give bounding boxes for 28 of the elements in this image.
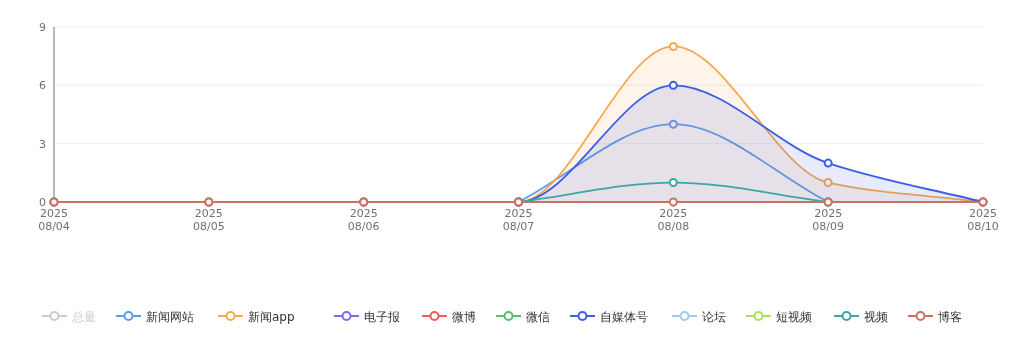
point — [823, 178, 833, 188]
y-tick-label: 6 — [39, 79, 46, 93]
legend-label: 微信 — [526, 309, 550, 324]
x-tick-label: 2025 08/04 — [38, 207, 70, 233]
point — [668, 119, 678, 129]
legend-label: 论坛 — [702, 309, 726, 324]
y-tick-label: 3 — [39, 137, 46, 151]
point — [668, 41, 678, 51]
x-tick-label: 2025 08/09 — [812, 207, 845, 233]
point — [823, 158, 833, 168]
y-tick-label: 9 — [39, 21, 46, 34]
x-tick-label: 2025 08/05 — [192, 207, 225, 233]
x-tick-label: 2025 08/07 — [502, 207, 535, 233]
y-tick-label: 0 — [39, 196, 46, 209]
legend-label: 新闻网站 — [146, 309, 194, 324]
point — [668, 197, 678, 207]
point — [668, 80, 678, 90]
x-tick-label: 2025 08/10 — [967, 207, 999, 233]
legend-label: 微博 — [452, 309, 476, 324]
x-tick-label: 2025 08/06 — [347, 207, 380, 233]
legend-label: 新闻app — [248, 309, 295, 324]
point — [668, 178, 678, 188]
legend-label: 短视频 — [776, 309, 812, 324]
legend-label: 电子报 — [364, 309, 400, 324]
legend-label: 自媒体号 — [600, 309, 648, 324]
x-tick-label: 2025 08/08 — [657, 207, 690, 233]
legend-label: 博客 — [938, 309, 962, 324]
legend-label: 视频 — [864, 309, 888, 324]
